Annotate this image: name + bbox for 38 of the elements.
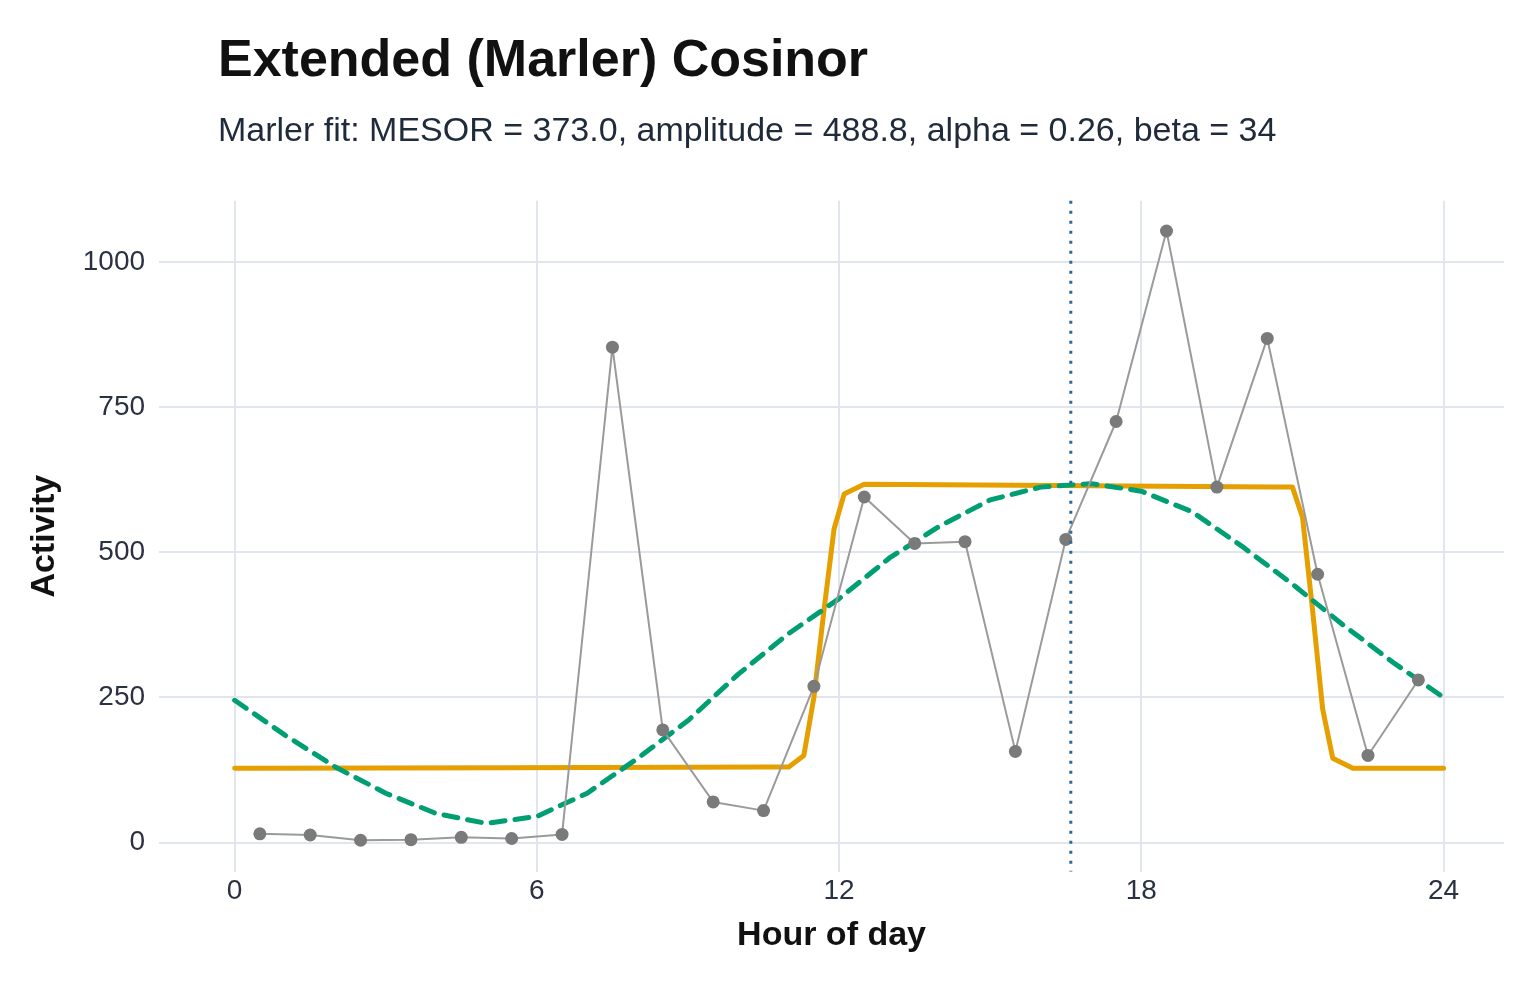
point <box>354 833 368 847</box>
point <box>807 679 821 693</box>
x-tick-label: 0 <box>226 874 243 906</box>
point <box>1361 748 1375 762</box>
y-tick-label: 250 <box>98 680 146 712</box>
x-tick-label: 12 <box>823 874 855 906</box>
y-tick-label: 1000 <box>82 244 146 276</box>
chart-subtitle: Marler fit: MESOR = 373.0, amplitude = 488.8, alpha = 0.26, beta = 34 <box>218 110 1277 149</box>
y-axis-title: Activity <box>22 474 61 598</box>
point <box>1260 331 1274 345</box>
point <box>1109 415 1123 428</box>
point <box>706 795 720 809</box>
point <box>857 490 871 504</box>
x-tick-label: 24 <box>1427 874 1460 906</box>
point <box>1411 673 1425 687</box>
point <box>1160 224 1174 238</box>
point <box>605 340 619 354</box>
chart-title: Extended (Marler) Cosinor <box>218 28 869 88</box>
point <box>757 804 771 818</box>
y-tick-label: 750 <box>98 389 146 421</box>
point <box>1059 532 1073 546</box>
point <box>404 833 418 847</box>
point <box>1008 744 1022 758</box>
point <box>1210 480 1224 494</box>
point <box>908 536 922 550</box>
point <box>505 832 519 845</box>
point <box>656 723 670 737</box>
point <box>1311 567 1325 581</box>
x-tick-label: 6 <box>529 874 545 906</box>
point <box>303 828 317 842</box>
y-tick-label: 500 <box>98 534 146 566</box>
point <box>555 827 569 841</box>
x-axis-title: Hour of day <box>737 913 927 952</box>
point <box>958 535 972 549</box>
y-tick-label: 0 <box>129 825 146 857</box>
point <box>454 830 468 844</box>
point <box>253 827 267 841</box>
x-tick-label: 18 <box>1125 874 1157 906</box>
